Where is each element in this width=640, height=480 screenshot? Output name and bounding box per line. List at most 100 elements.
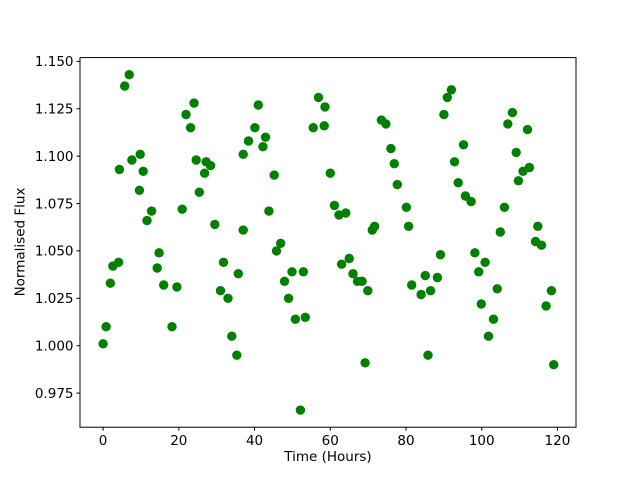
x-tick-label: 80	[397, 433, 414, 449]
data-point	[492, 284, 502, 294]
data-point	[101, 322, 111, 332]
data-point	[120, 81, 130, 91]
data-point	[113, 257, 124, 267]
plot-area	[79, 57, 577, 428]
data-point	[392, 179, 402, 190]
y-tick-label: 1.075	[35, 196, 74, 212]
data-point	[453, 178, 463, 188]
data-point	[134, 185, 145, 195]
data-point	[329, 200, 340, 211]
data-point	[369, 221, 380, 231]
data-point	[269, 170, 279, 180]
data-point	[243, 136, 254, 146]
data-point	[177, 204, 187, 214]
data-point	[210, 219, 220, 230]
data-point	[363, 286, 373, 296]
data-point	[403, 221, 414, 231]
x-tick-label: 40	[246, 433, 263, 449]
data-point	[341, 208, 351, 218]
data-point	[250, 123, 260, 133]
data-point	[546, 286, 557, 296]
data-point	[524, 162, 535, 173]
data-point	[522, 124, 533, 135]
data-point	[194, 187, 204, 197]
x-tick-label: 0	[99, 433, 108, 449]
data-point	[407, 280, 417, 290]
data-point	[348, 269, 358, 279]
data-point	[507, 107, 518, 118]
data-point	[541, 301, 551, 311]
data-point	[227, 331, 237, 341]
x-tick-label: 120	[545, 433, 571, 449]
data-point	[283, 293, 294, 303]
data-point	[290, 314, 301, 324]
data-point	[344, 253, 354, 264]
data-point	[172, 282, 182, 292]
data-point	[260, 132, 271, 142]
data-point	[511, 147, 521, 158]
data-point	[319, 121, 329, 131]
data-point	[474, 267, 484, 277]
data-point	[360, 358, 370, 368]
data-point	[98, 339, 108, 349]
data-point	[458, 140, 469, 150]
data-point	[264, 206, 274, 216]
data-point	[295, 405, 306, 415]
data-point	[432, 272, 443, 283]
data-point	[124, 70, 134, 80]
data-point	[308, 123, 318, 133]
data-point	[533, 221, 543, 231]
data-point	[189, 98, 199, 108]
data-point	[439, 109, 449, 120]
data-point	[381, 119, 391, 129]
data-point	[199, 168, 210, 178]
data-point	[138, 166, 148, 176]
data-point	[423, 350, 433, 360]
y-tick-label: 1.050	[35, 244, 74, 260]
y-axis-label: Normalised Flux	[12, 187, 29, 297]
data-point	[105, 278, 116, 288]
data-point	[549, 360, 559, 370]
data-point	[135, 149, 145, 159]
data-point	[238, 225, 248, 235]
x-tick-label: 60	[322, 433, 339, 449]
data-point	[276, 238, 286, 248]
data-point	[466, 196, 476, 207]
x-axis-label: Time (Hours)	[284, 449, 372, 465]
data-point	[480, 257, 490, 267]
data-point	[336, 259, 347, 269]
data-point	[300, 312, 310, 322]
data-point	[442, 92, 452, 103]
data-point	[253, 100, 263, 110]
data-point	[313, 92, 324, 103]
data-point	[357, 276, 367, 286]
data-point	[205, 160, 216, 171]
y-tick-label: 1.100	[35, 149, 74, 165]
data-point	[476, 299, 486, 309]
data-point	[238, 149, 248, 159]
data-point	[503, 119, 513, 129]
data-point	[159, 280, 169, 290]
data-point	[389, 159, 399, 169]
data-point	[232, 350, 242, 360]
data-point	[499, 202, 510, 212]
data-point	[470, 248, 480, 258]
data-point	[536, 240, 547, 250]
data-point	[185, 123, 196, 133]
x-tick-label: 100	[469, 433, 495, 449]
data-point	[152, 263, 162, 273]
data-point	[495, 227, 505, 237]
data-point	[142, 215, 152, 226]
data-point	[215, 286, 226, 296]
data-point	[287, 267, 297, 277]
data-point	[401, 202, 412, 212]
data-point	[279, 276, 290, 286]
data-point	[513, 176, 524, 186]
data-point	[386, 143, 396, 154]
data-point	[154, 248, 164, 258]
data-point	[488, 314, 499, 324]
data-point	[127, 155, 137, 165]
data-point	[181, 109, 191, 120]
